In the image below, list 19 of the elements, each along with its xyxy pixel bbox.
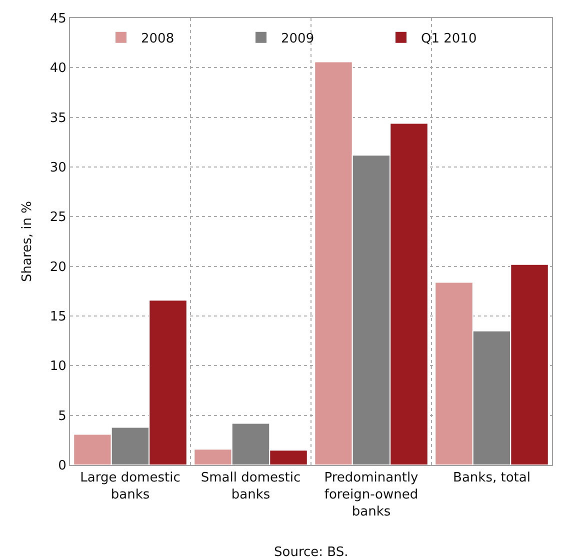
- y-tick-label: 25: [50, 210, 66, 226]
- legend-label: 2008: [141, 31, 174, 46]
- y-tick-label: 35: [50, 110, 66, 126]
- y-tick-label: 5: [58, 408, 66, 424]
- legend-label: Q1 2010: [421, 31, 477, 46]
- y-tick-label: 20: [50, 260, 66, 275]
- x-tick-label: Predominantly foreign-owned banks: [324, 470, 419, 520]
- y-tick-label: 10: [50, 359, 66, 374]
- x-tick-label: Banks, total: [453, 470, 530, 486]
- y-axis-title: Shares, in %: [20, 201, 35, 282]
- y-tick-label: 0: [58, 458, 66, 474]
- y-tick-label: 45: [50, 12, 66, 27]
- source-note: Source: BS.: [274, 545, 348, 560]
- y-tick-label: 15: [50, 310, 66, 325]
- legend-label: 2009: [281, 31, 314, 46]
- y-tick-label: 40: [50, 61, 66, 76]
- x-tick-label: Small domestic banks: [200, 470, 301, 502]
- y-tick-label: 30: [50, 160, 66, 176]
- x-tick-label: Large domestic banks: [80, 470, 180, 502]
